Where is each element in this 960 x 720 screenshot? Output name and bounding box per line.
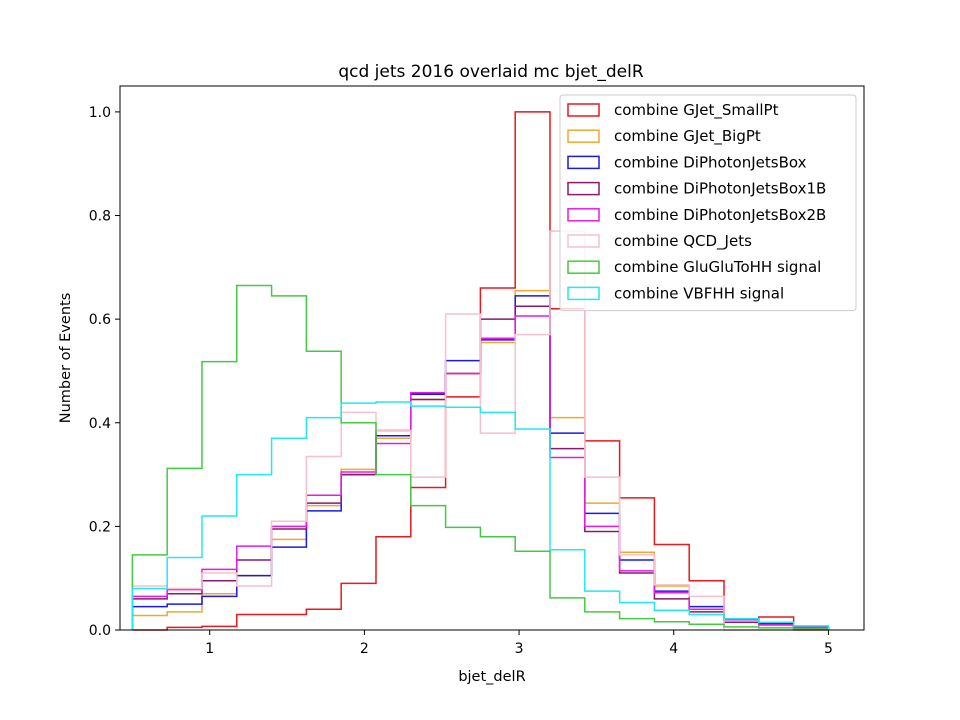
legend-box: [559, 94, 857, 312]
y-tick-label: 0.8: [89, 209, 111, 225]
legend-label: combine QCD_Jets: [614, 232, 752, 251]
y-axis-label: Number of Events: [58, 293, 74, 424]
legend-swatch: [567, 286, 600, 301]
legend-label: combine GluGluToHH signal: [614, 258, 821, 276]
x-axis-ticks: 1 2 3 4 5: [205, 630, 833, 657]
legend-swatch: [567, 208, 600, 222]
y-tick-label: 0.0: [89, 623, 111, 639]
y-tick-label: 1.0: [89, 105, 111, 121]
y-tick-label: 0.6: [89, 312, 111, 328]
legend-label: combine VBFHH signal: [614, 284, 784, 302]
legend-swatch: [567, 260, 600, 274]
series-6-step-line: [131, 284, 830, 630]
legend-label: combine DiPhotonJetsBox1B: [614, 180, 826, 198]
plot-frame: [119, 85, 865, 631]
chart-title: qcd jets 2016 overlaid mc bjet_delR: [338, 62, 643, 82]
series-7-step-line: [131, 401, 830, 630]
x-tick-label: 1: [205, 641, 214, 657]
x-tick-label: 2: [360, 641, 369, 657]
plot-area: [131, 111, 830, 631]
series-0-step-line: [132, 111, 829, 631]
y-tick-label: 0.4: [89, 416, 111, 432]
y-axis-ticks: 0.0 0.2 0.4 0.6 0.8 1.0: [89, 105, 120, 639]
legend-label: combine GJet_BigPt: [614, 127, 761, 146]
x-tick-label: 5: [824, 641, 833, 657]
y-tick-label: 0.2: [89, 519, 111, 535]
legend-label: combine DiPhotonJetsBox: [614, 153, 807, 171]
legend-swatch: [567, 103, 600, 117]
x-tick-label: 4: [669, 641, 678, 657]
legend-swatch: [567, 234, 600, 248]
x-axis-label: bjet_delR: [458, 669, 525, 685]
x-tick-label: 3: [515, 641, 524, 657]
legend-label: combine GJet_SmallPt: [614, 101, 779, 120]
legend-swatch: [567, 155, 600, 170]
legend-swatch: [567, 129, 600, 143]
legend-swatch: [567, 181, 600, 196]
legend-label: combine DiPhotonJetsBox2B: [614, 206, 826, 224]
series-5-step-line: [131, 230, 829, 631]
